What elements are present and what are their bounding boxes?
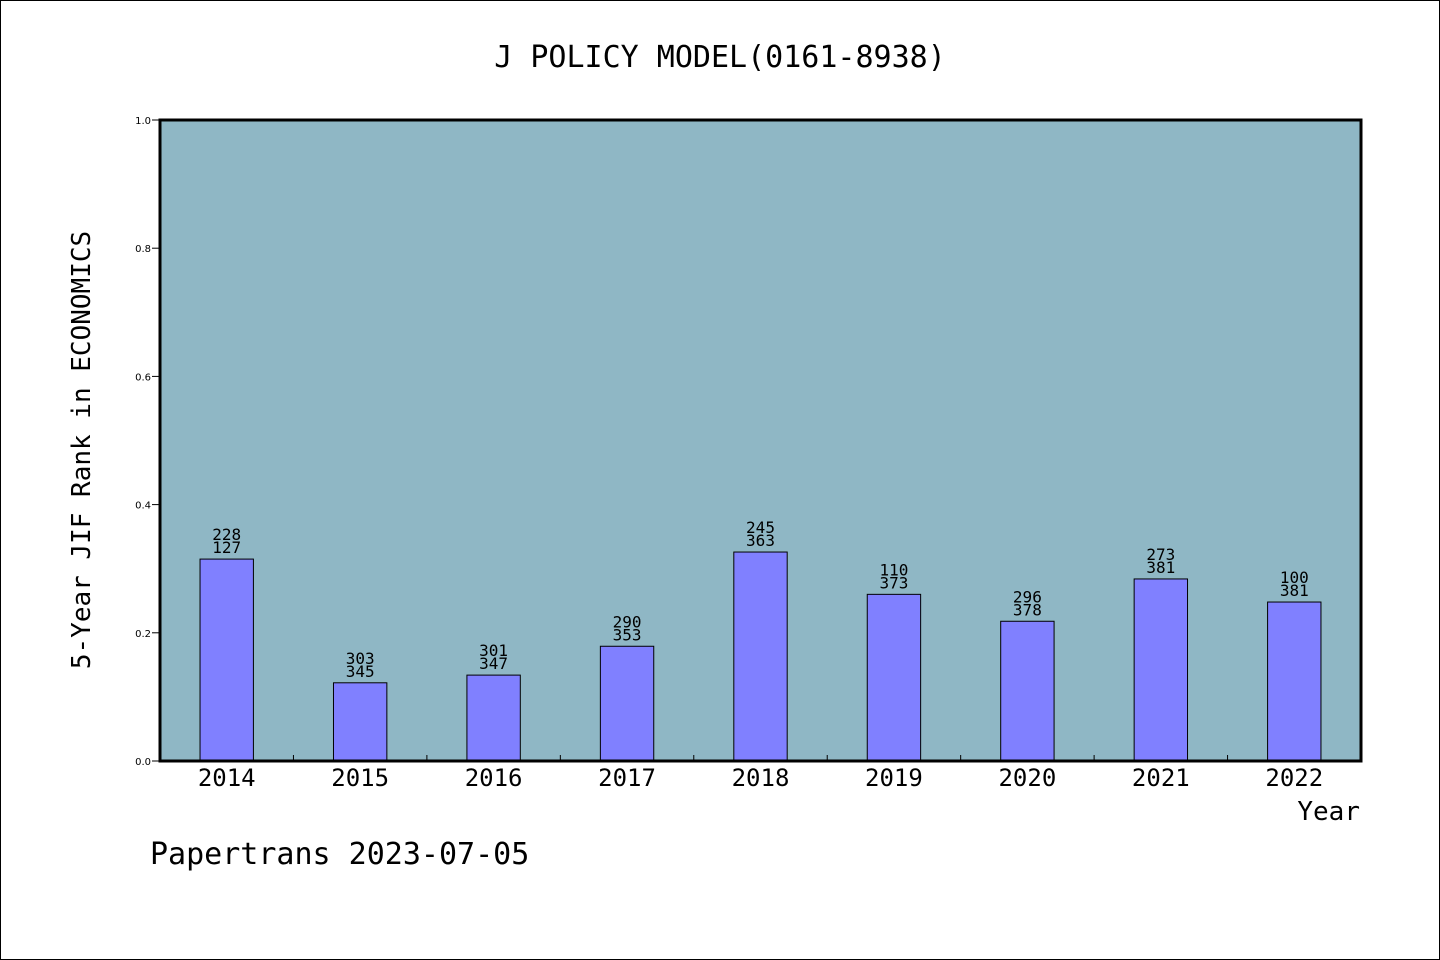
bar-2017 [599,645,655,762]
plot-border [158,118,1363,763]
x-tick-label-2022: 2022 [1265,764,1323,792]
x-tick-label-2017: 2017 [598,764,656,792]
x-tick-label-2018: 2018 [732,764,790,792]
bar-label-top-2016: 301 [479,641,508,660]
x-tick-label-2014: 2014 [198,764,256,792]
bar-label-bottom-2018: 363 [746,531,775,550]
x-tick-label-2020: 2020 [998,764,1056,792]
bar-label-bottom-2016: 347 [479,654,508,673]
bar-2022 [1267,601,1322,762]
x-tick-label-2019: 2019 [865,764,923,792]
y-tick-label-5: 1.0 [135,116,151,127]
bar-label-top-2015: 303 [346,649,375,668]
bar-label-bottom-2017: 353 [613,625,642,644]
bar-2019 [866,593,922,762]
y-tick-label-3: 0.6 [135,372,151,383]
y-axis-label: 5-Year JIF Rank in ECONOMICS [67,231,97,669]
bar-label-top-2021: 273 [1146,545,1175,564]
bar-label-top-2020: 296 [1013,587,1042,606]
x-tick-label-2016: 2016 [465,764,523,792]
y-tick-label-0: 0.0 [135,757,151,768]
bar-label-top-2018: 245 [746,518,775,537]
bar-2016 [466,674,521,762]
bar-label-bottom-2014: 127 [212,538,241,557]
bar-label-bottom-2020: 378 [1013,600,1042,619]
bar-2020 [1000,620,1055,762]
bar-label-bottom-2021: 381 [1146,558,1175,577]
bar-label-top-2017: 290 [613,612,642,631]
chart-title: J POLICY MODEL(0161-8938) [494,40,946,75]
bar-label-bottom-2022: 381 [1280,581,1309,600]
bar-label-bottom-2015: 345 [346,662,375,681]
bar-2014 [199,558,254,762]
x-tick-label-2015: 2015 [331,764,389,792]
bar-label-top-2019: 110 [879,560,908,579]
bar-label-top-2014: 228 [212,525,241,544]
bar-2021 [1133,578,1189,762]
x-axis-label: Year [1297,797,1360,827]
bar-2018 [733,551,788,762]
x-tick-label-2021: 2021 [1132,764,1190,792]
bar-label-bottom-2019: 373 [879,573,908,592]
bar-label-top-2022: 100 [1280,568,1309,587]
y-tick-label-1: 0.2 [135,629,151,640]
footer-text: Papertrans 2023-07-05 [150,837,529,872]
y-tick-label-4: 0.8 [135,244,151,255]
bar-2015 [332,682,388,762]
y-tick-label-2: 0.4 [135,501,151,512]
